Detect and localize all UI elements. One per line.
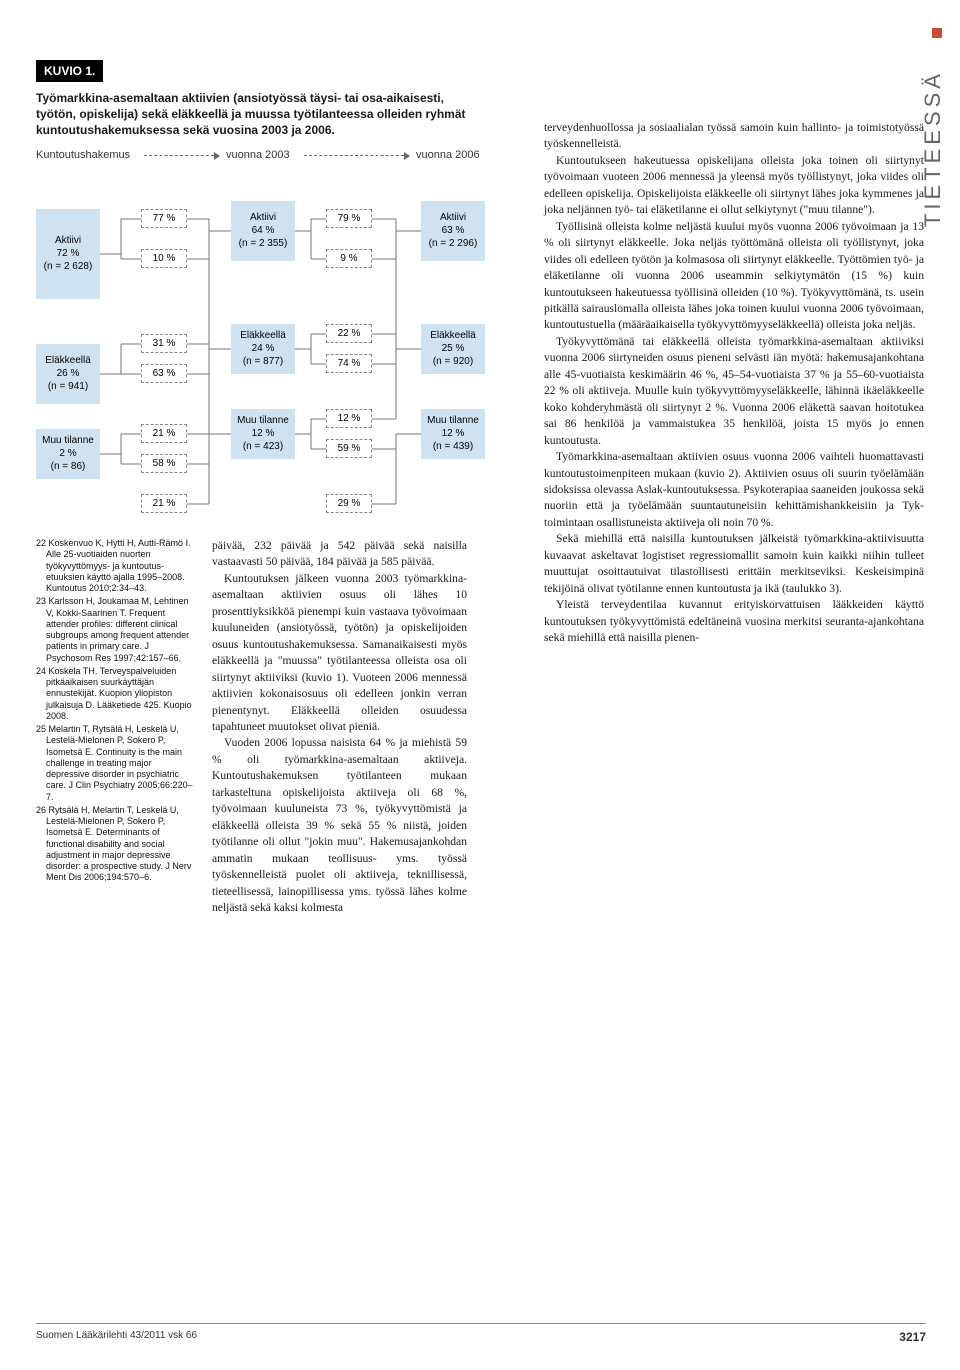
side-label-marker bbox=[932, 28, 942, 38]
flow-node: Aktiivi72 %(n = 2 628) bbox=[36, 209, 100, 299]
flow-pct: 21 % bbox=[141, 424, 187, 443]
diagram-header-2: vuonna 2003 bbox=[226, 149, 290, 161]
page-content: KUVIO 1. Työmarkkina-asemaltaan aktiivie… bbox=[36, 60, 926, 539]
lower-columns: 22 Koskenvuo K, Hytti H, Autti-Rämö I. A… bbox=[36, 538, 467, 916]
paragraph: Kuntoutukseen hakeutuessa opiskelijana o… bbox=[544, 153, 924, 219]
references-column: 22 Koskenvuo K, Hytti H, Autti-Rämö I. A… bbox=[36, 538, 196, 916]
flow-pct: 12 % bbox=[326, 409, 372, 428]
flow-node: Eläkkeellä25 %(n = 920) bbox=[421, 324, 485, 374]
flow-pct: 79 % bbox=[326, 209, 372, 228]
arrow-1 bbox=[144, 155, 214, 156]
reference-item: 26 Rytsälä H, Melartin T, Leskelä U, Les… bbox=[36, 805, 196, 884]
reference-item: 25 Melartin T, Rytsälä H, Leskelä U, Les… bbox=[36, 724, 196, 803]
page-footer: Suomen Lääkärilehti 43/2011 vsk 66 3217 bbox=[36, 1323, 926, 1344]
paragraph: Kuntoutuksen jälkeen vuonna 2003 työmark… bbox=[212, 571, 467, 736]
paragraph: Työkyvyttömänä tai eläkkeellä olleista t… bbox=[544, 334, 924, 449]
footer-left: Suomen Lääkärilehti 43/2011 vsk 66 bbox=[36, 1330, 197, 1344]
flow-node: Aktiivi63 %(n = 2 296) bbox=[421, 201, 485, 261]
paragraph: Työmarkkina-asemaltaan aktiivien osuus v… bbox=[544, 449, 924, 531]
figure-head: KUVIO 1. bbox=[36, 60, 103, 82]
flow-node: Eläkkeellä24 %(n = 877) bbox=[231, 324, 295, 374]
flow-pct: 63 % bbox=[141, 364, 187, 383]
reference-item: 23 Karlsson H, Joukamaa M, Lehtinen V, K… bbox=[36, 596, 196, 664]
paragraph: Sekä miehillä että naisilla kuntoutuksen… bbox=[544, 531, 924, 597]
flow-pct: 21 % bbox=[141, 494, 187, 513]
footer-page-number: 3217 bbox=[899, 1330, 926, 1344]
flow-pct: 74 % bbox=[326, 354, 372, 373]
body-column-2: terveydenhuollossa ja sosiaalialan työss… bbox=[544, 120, 924, 647]
reference-item: 22 Koskenvuo K, Hytti H, Autti-Rämö I. A… bbox=[36, 538, 196, 594]
flow-pct: 59 % bbox=[326, 439, 372, 458]
paragraph: Vuoden 2006 lopussa naisista 64 % ja mie… bbox=[212, 735, 467, 916]
flow-pct: 29 % bbox=[326, 494, 372, 513]
flow-node: Muu tilanne2 %(n = 86) bbox=[36, 429, 100, 479]
flow-node: Muu tilanne12 %(n = 423) bbox=[231, 409, 295, 459]
reference-item: 24 Koskela TH. Terveyspalveluiden pitkäa… bbox=[36, 666, 196, 722]
arrow-2 bbox=[304, 155, 404, 156]
diagram-header-1: Kuntoutushakemus bbox=[36, 149, 130, 161]
flow-node: Eläkkeellä26 %(n = 941) bbox=[36, 344, 100, 404]
diagram-header-3: vuonna 2006 bbox=[416, 149, 480, 161]
flow-pct: 9 % bbox=[326, 249, 372, 268]
paragraph: päivää, 232 päivää ja 542 päivää sekä na… bbox=[212, 538, 467, 571]
paragraph: terveydenhuollossa ja sosiaalialan työss… bbox=[544, 120, 924, 153]
flow-node: Muu tilanne12 %(n = 439) bbox=[421, 409, 485, 459]
flow-pct: 77 % bbox=[141, 209, 187, 228]
flow-pct: 22 % bbox=[326, 324, 372, 343]
paragraph: Työllisinä olleista kolme neljästä kuulu… bbox=[544, 219, 924, 334]
paragraph: Yleistä terveydentilaa kuvannut erityisk… bbox=[544, 597, 924, 646]
figure-caption: Työmarkkina-asemaltaan aktiivien (ansiot… bbox=[36, 90, 476, 139]
flow-pct: 10 % bbox=[141, 249, 187, 268]
body-column-1: päivää, 232 päivää ja 542 päivää sekä na… bbox=[212, 538, 467, 916]
flow-node: Aktiivi64 %(n = 2 355) bbox=[231, 201, 295, 261]
flow-pct: 58 % bbox=[141, 454, 187, 473]
flow-pct: 31 % bbox=[141, 334, 187, 353]
flow-diagram: Kuntoutushakemus vuonna 2003 vuonna 2006… bbox=[36, 149, 486, 539]
figure-1: KUVIO 1. Työmarkkina-asemaltaan aktiivie… bbox=[36, 60, 486, 539]
